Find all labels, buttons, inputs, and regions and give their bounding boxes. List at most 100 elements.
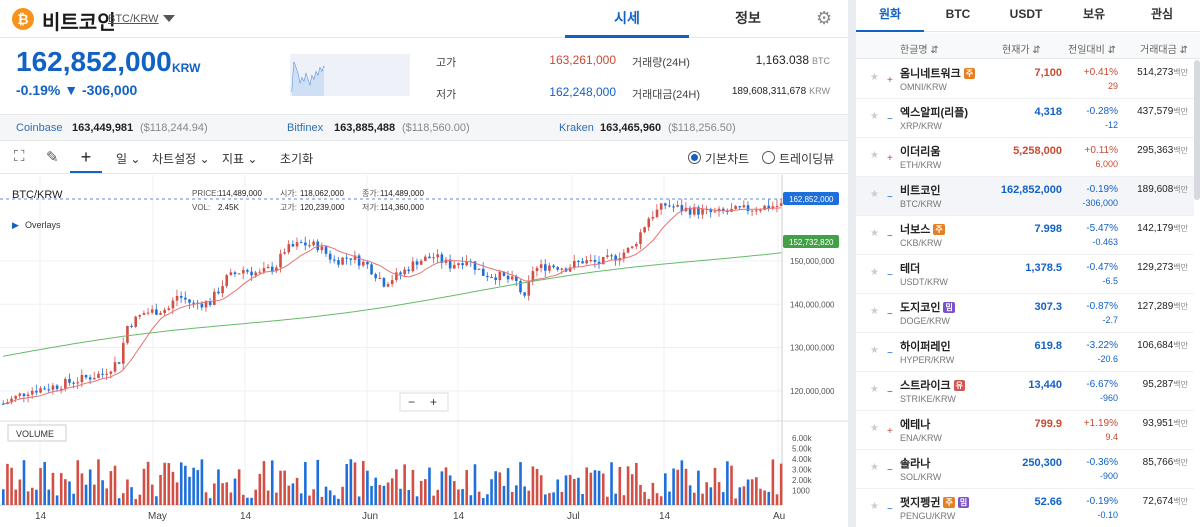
zoom-out-button[interactable]: − xyxy=(408,395,415,409)
pencil-icon[interactable]: ✎ xyxy=(46,149,59,166)
candle xyxy=(250,271,253,276)
market-row[interactable]: ★ − 도지코인 밈 DOGE/KRW 307.3 -0.87% -2.7 127… xyxy=(856,294,1194,333)
market-row[interactable]: ★ − 엑스알피(리플) XRP/KRW 4,318 -0.28% -12 43… xyxy=(856,99,1194,138)
volume-bar xyxy=(47,489,51,505)
candle xyxy=(337,260,340,265)
tradingview-radio[interactable] xyxy=(762,151,775,164)
candlestick-chart[interactable]: 150,000,000 140,000,000 130,000,000 120,000… xyxy=(0,175,848,527)
market-row[interactable]: ★ − 너보스 주 CKB/KRW 7.998 -5.47% -0.463 142… xyxy=(856,216,1194,255)
star-icon[interactable]: ★ xyxy=(870,423,879,434)
interval-select[interactable]: 일 ⌄ xyxy=(116,152,141,166)
tab-holdings[interactable]: 보유 xyxy=(1082,7,1106,21)
tab-btc[interactable]: BTC xyxy=(945,7,971,21)
overlays-label[interactable]: Overlays xyxy=(25,220,61,230)
coin-name: 스트라이크 유 xyxy=(900,380,965,392)
volume-bar xyxy=(333,495,336,505)
trend-icon: + xyxy=(887,153,893,164)
candle xyxy=(713,211,717,213)
market-row[interactable]: ★ − 펏지펭귄 주 밈 PENGU/KRW 52.66 -0.19% -0.10 … xyxy=(856,489,1194,527)
crosshair-icon[interactable]: + xyxy=(70,142,102,173)
candle xyxy=(601,256,605,265)
volume-bar xyxy=(262,461,266,505)
y-tick-label: 140,000,000 xyxy=(790,300,835,309)
tab-krw[interactable]: 원화 xyxy=(856,0,924,32)
volume-bar xyxy=(568,474,572,505)
volume-bar xyxy=(217,469,220,505)
tradingview-label[interactable]: 트레이딩뷰 xyxy=(779,152,835,166)
star-icon[interactable]: ★ xyxy=(870,462,879,473)
exchange-name[interactable]: Coinbase xyxy=(16,122,63,134)
price-chart[interactable]: 150,000,000 140,000,000 130,000,000 120,000… xyxy=(0,175,848,527)
volume-tick-label: 4.00k xyxy=(792,455,813,464)
col-change[interactable]: 전일대비 ⇵ xyxy=(1068,45,1116,56)
coin-header: ₿ 비트코인 BTC/KRW 시세 정보 ⚙ xyxy=(0,0,848,38)
star-icon[interactable]: ★ xyxy=(870,384,879,395)
volume-bar xyxy=(84,484,88,505)
basic-chart-radio[interactable] xyxy=(688,151,701,164)
col-volume[interactable]: 거래대금 ⇵ xyxy=(1140,45,1188,56)
star-icon[interactable]: ★ xyxy=(870,501,879,512)
exchange-name[interactable]: Kraken xyxy=(559,122,594,134)
gear-icon[interactable]: ⚙ xyxy=(816,8,833,28)
star-icon[interactable]: ★ xyxy=(870,150,879,161)
star-icon[interactable]: ★ xyxy=(870,189,879,200)
candle xyxy=(548,265,551,271)
candle xyxy=(138,314,142,317)
market-row[interactable]: ★ + 에테나 ENA/KRW 799.9 +1.19% 9.4 93,951백… xyxy=(856,411,1194,450)
candle xyxy=(668,205,671,207)
candle xyxy=(597,261,601,265)
candle xyxy=(378,278,382,280)
volume-bar xyxy=(117,498,121,505)
basic-chart-label[interactable]: 기본차트 xyxy=(705,152,750,166)
star-icon[interactable]: ★ xyxy=(870,306,879,317)
indicators-select[interactable]: 지표 ⌄ xyxy=(222,152,258,166)
market-row[interactable]: ★ − 비트코인 BTC/KRW 162,852,000 -0.19% -306… xyxy=(856,177,1194,216)
volume-bar xyxy=(597,470,601,505)
volume-bar xyxy=(361,461,365,505)
market-row[interactable]: ★ + 옴니네트워크 주 OMNI/KRW 7,100 +0.41% 29 514… xyxy=(856,60,1194,99)
scrollbar[interactable] xyxy=(1194,60,1200,200)
market-row[interactable]: ★ + 이더리움 ETH/KRW 5,258,000 +0.11% 6,000 … xyxy=(856,138,1194,177)
star-icon[interactable]: ★ xyxy=(870,345,879,356)
coin-change-pct: +0.41% xyxy=(1083,67,1118,78)
volume-bar xyxy=(721,492,725,505)
volume-bar xyxy=(213,483,216,505)
candle xyxy=(568,267,572,272)
trend-icon: − xyxy=(887,192,893,203)
volume-bar xyxy=(374,477,377,505)
tab-favorites[interactable]: 관심 xyxy=(1150,7,1174,21)
chart-settings-select[interactable]: 차트설정 ⌄ xyxy=(152,152,210,166)
tab-quote[interactable]: 시세 xyxy=(565,0,689,38)
market-row[interactable]: ★ − 솔라나 SOL/KRW 250,300 -0.36% -900 85,7… xyxy=(856,450,1194,489)
exchange-name[interactable]: Bitfinex xyxy=(287,122,324,134)
coin-pair-link[interactable]: BTC/KRW xyxy=(108,13,159,25)
tab-info[interactable]: 정보 xyxy=(735,10,761,26)
star-icon[interactable]: ★ xyxy=(870,72,879,83)
coin-change-pct: -0.87% xyxy=(1086,301,1118,312)
market-row[interactable]: ★ − 하이퍼레인 HYPER/KRW 619.8 -3.22% -20.6 1… xyxy=(856,333,1194,372)
chevron-down-icon[interactable] xyxy=(163,15,175,22)
fullscreen-icon[interactable]: ⛶ xyxy=(14,148,25,165)
tab-usdt[interactable]: USDT xyxy=(1009,7,1043,21)
col-price[interactable]: 현재가 ⇵ xyxy=(1002,45,1041,56)
overlays-toggle[interactable]: ▶ xyxy=(12,220,19,230)
candle xyxy=(502,271,506,276)
volume-bar xyxy=(419,480,423,505)
volume-bar xyxy=(523,486,526,505)
star-icon[interactable]: ★ xyxy=(870,228,879,239)
zoom-in-button[interactable]: + xyxy=(430,395,437,409)
candle xyxy=(399,272,402,275)
reset-button[interactable]: 초기화 xyxy=(280,152,314,166)
star-icon[interactable]: ★ xyxy=(870,111,879,122)
coin-name: 옴니네트워크 주 xyxy=(900,68,976,80)
volume-bar xyxy=(572,478,576,505)
market-row[interactable]: ★ − 스트라이크 유 STRIKE/KRW 13,440 -6.67% -960… xyxy=(856,372,1194,411)
coin-name: 이더리움 xyxy=(900,146,941,158)
star-icon[interactable]: ★ xyxy=(870,267,879,278)
volume-bar xyxy=(407,490,411,505)
market-row[interactable]: ★ − 테더 USDT/KRW 1,378.5 -0.47% -6.5 129,… xyxy=(856,255,1194,294)
volume-bar xyxy=(295,477,299,505)
col-name[interactable]: 한글명 ⇵ xyxy=(900,45,939,56)
candle xyxy=(18,393,22,396)
coin-price: 4,318 xyxy=(1034,106,1062,118)
